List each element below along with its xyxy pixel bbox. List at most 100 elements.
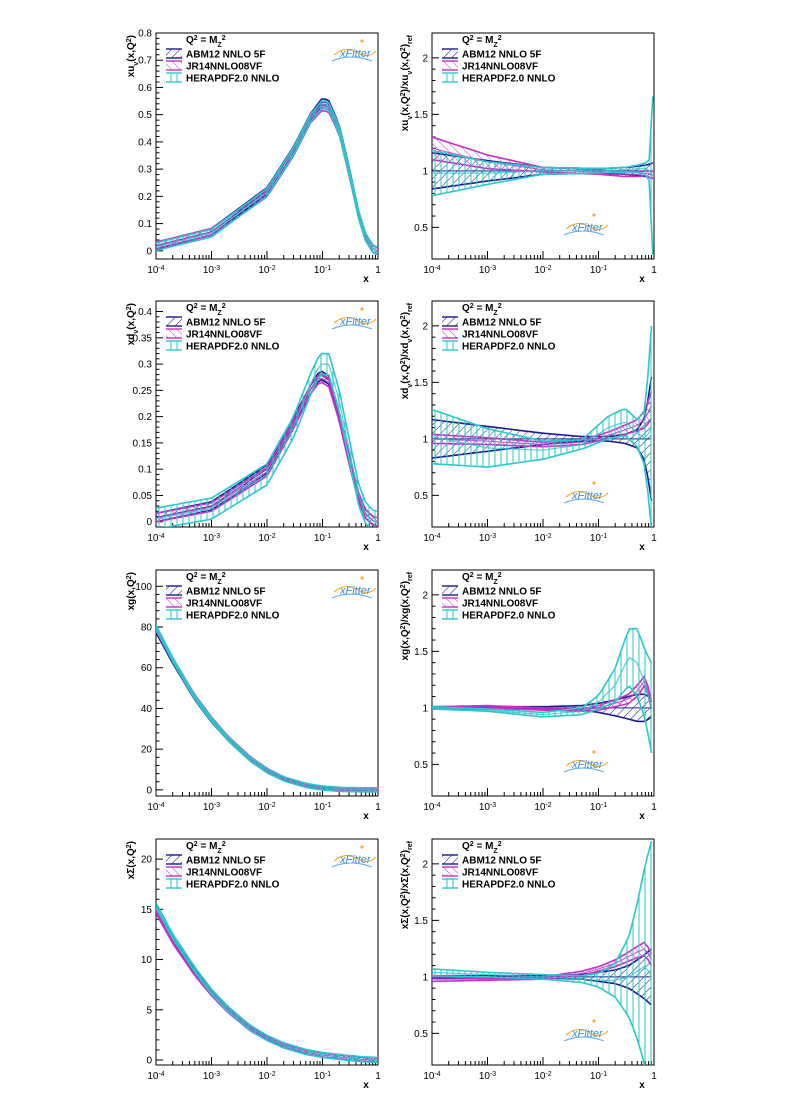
y-tick-label: 0.5 [414,760,428,771]
x-tick-label: 1 [375,533,381,544]
xfitter-logo: xFitter [563,481,609,504]
legend-label: HERAPDF2.0 NNLO [462,74,556,85]
x-tick-label: 10-2 [258,1071,275,1083]
band-lower-2 [432,435,653,527]
legend-header: Q2 = MZ2 [462,35,502,49]
xfitter-logo: xFitter [331,39,377,62]
band-upper-2 [432,841,653,977]
band-2 [432,325,652,527]
y-tick-label: 1.5 [414,110,428,121]
band-lower-2 [432,974,646,1065]
plot-area [156,902,378,1064]
x-tick-label: 1 [375,802,381,813]
legend-label: JR14NNLO08VF [186,868,262,879]
legend-swatch-fill [442,329,458,338]
xfitter-logo-text: xFitter [339,585,372,597]
chart-panel-dv_abs: 0 0.05 0.1 0.15 0.2 0.25 0.3 0.35 0.4 10-4 10-3 10-… [126,300,381,553]
x-tick-label: 1 [651,265,657,276]
legend-header: Q2 = MZ2 [462,841,502,855]
y-axis-title: xuv(x,Q2) [126,35,140,77]
x-axis-title: x [363,1080,369,1091]
legend-swatch [166,328,182,339]
legend-swatch [442,878,458,889]
legend-swatch-fill [166,867,182,876]
xfitter-logo-dot [592,750,596,754]
band-lower-2 [156,107,378,256]
legend-swatch [166,597,182,608]
series-line-1 [432,680,653,711]
band-lower-0 [156,104,378,255]
y-tick-label: 2 [422,590,428,601]
xfitter-logo-text: xFitter [571,1028,604,1040]
legend-label: HERAPDF2.0 NNLO [462,342,556,353]
legend-swatch-fill [166,61,182,70]
band-1 [156,104,377,255]
xfitter-logo: xFitter [563,213,609,236]
legend-swatch-fill [442,855,458,864]
x-tick-label: 10-2 [534,533,551,545]
legend-label: JR14NNLO08VF [462,599,538,610]
series-line-2 [156,104,378,252]
y-tick-label: 0 [146,1055,152,1066]
x-tick-label: 10-2 [258,265,275,277]
xfitter-logo-arc [331,593,373,599]
x-axis-title: x [363,542,369,553]
legend-header: Q2 = MZ2 [462,303,502,317]
band-lower-2 [156,907,378,1064]
series-line-1 [156,106,378,252]
legend-label: JR14NNLO08VF [186,599,262,610]
band-upper-0 [156,98,378,249]
band-upper-2 [156,100,378,248]
x-tick-label: 10-1 [314,533,331,545]
series-line-0 [156,630,378,791]
xfitter-logo: xFitter [563,1019,609,1042]
x-tick-label: 10-1 [314,1071,331,1083]
legend-swatch-fill [442,49,458,58]
chart-panel-sigma_abs: 0 5 10 15 20 10-4 10-3 10-2 10-1 1x xΣ(x,Q2) Q2 = M… [126,838,381,1091]
band-upper-2 [156,624,378,789]
x-tick-label: 10-3 [203,265,220,277]
band-lower-2 [432,685,653,754]
series-line-2 [432,965,653,981]
y-tick-label: 0.4 [138,137,152,148]
x-axis-title: x [639,274,645,285]
xfitter-logo-swoosh [565,1028,609,1037]
x-tick-label: 1 [375,1071,381,1082]
x-tick-label: 10-1 [314,802,331,814]
band-lower-2 [432,171,654,255]
band-lower-2 [163,373,371,527]
legend-swatch [166,48,182,59]
xfitter-logo-text: xFitter [571,490,604,502]
band-2 [432,96,653,255]
legend-swatch-fill [442,867,458,876]
y-tick-label: 1 [422,166,428,177]
xfitter-logo: xFitter [331,576,377,599]
band-lower-2 [156,628,378,793]
legend-label: HERAPDF2.0 NNLO [186,611,280,622]
y-tick-label: 100 [135,582,152,593]
legend-label: JR14NNLO08VF [186,330,262,341]
y-tick-label: 0.5 [414,1029,428,1040]
x-tick-label: 1 [375,265,381,276]
y-tick-label: 1.5 [414,378,428,389]
y-tick-label: 40 [141,704,153,715]
band-2 [432,628,652,754]
band-upper-0 [156,629,378,790]
legend-swatch-fill [442,341,458,350]
y-tick-label: 0.1 [138,465,152,476]
legend-header: Q2 = MZ2 [186,303,226,317]
x-tick-label: 10-3 [203,533,220,545]
x-tick-label: 10-2 [258,802,275,814]
x-tick-label: 10-1 [590,533,607,545]
legend-swatch-fill [166,341,182,350]
xfitter-logo-dot [360,39,364,43]
legend-label: JR14NNLO08VF [186,62,262,73]
plot-area [156,352,377,527]
x-axis-title: x [639,1080,645,1091]
xfitter-logo-arc [331,56,373,62]
legend-swatch [442,328,458,339]
